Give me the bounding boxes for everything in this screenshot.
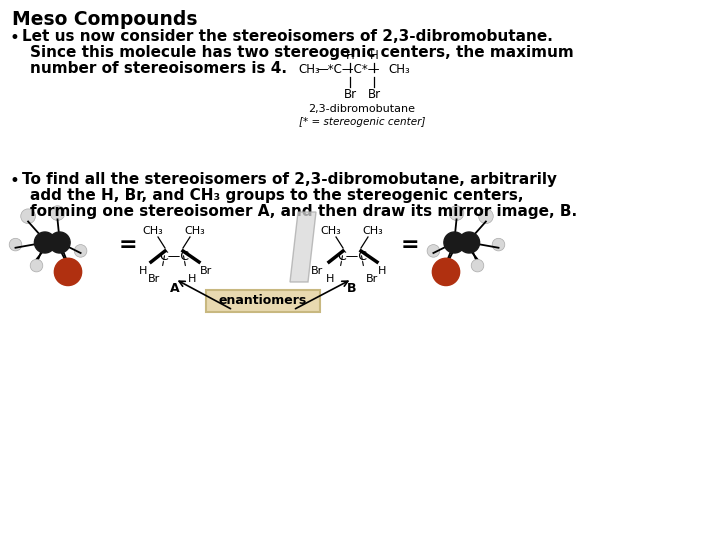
Text: Br: Br (343, 88, 356, 101)
Circle shape (9, 238, 22, 251)
Circle shape (35, 232, 55, 253)
Circle shape (50, 206, 65, 220)
Text: Br: Br (200, 266, 212, 276)
Circle shape (427, 245, 440, 257)
Text: Br: Br (148, 274, 161, 284)
Circle shape (459, 232, 480, 253)
Text: A: A (170, 282, 180, 295)
Circle shape (471, 259, 484, 272)
Text: C—C: C—C (159, 250, 189, 263)
Text: H: H (188, 274, 197, 284)
Text: H: H (326, 274, 334, 284)
Circle shape (54, 258, 81, 286)
Text: CH₃: CH₃ (298, 63, 320, 76)
Text: H: H (378, 266, 387, 276)
Text: To find all the stereoisomers of 2,3-dibromobutane, arbitrarily: To find all the stereoisomers of 2,3-dib… (22, 172, 557, 187)
Text: CH₃: CH₃ (320, 226, 341, 236)
Circle shape (492, 238, 505, 251)
Text: CH₃: CH₃ (184, 226, 205, 236)
Text: CH₃: CH₃ (143, 226, 163, 236)
Circle shape (479, 209, 493, 224)
Text: B: B (347, 282, 356, 295)
Text: =: = (401, 235, 419, 255)
Text: Meso Compounds: Meso Compounds (12, 10, 197, 29)
Text: add the H, Br, and CH₃ groups to the stereogenic centers,: add the H, Br, and CH₃ groups to the ste… (30, 188, 523, 203)
Text: enantiomers: enantiomers (219, 294, 307, 307)
Text: Br: Br (367, 88, 381, 101)
Text: CH₃: CH₃ (363, 226, 383, 236)
Text: •: • (10, 172, 20, 190)
Circle shape (49, 232, 70, 253)
Text: Br: Br (311, 266, 323, 276)
Text: H: H (139, 266, 147, 276)
FancyBboxPatch shape (206, 290, 320, 312)
Polygon shape (290, 212, 316, 282)
Circle shape (74, 245, 87, 257)
Circle shape (449, 206, 464, 220)
Circle shape (30, 259, 42, 272)
Text: 2,3-dibromobutane: 2,3-dibromobutane (308, 104, 415, 114)
Text: =: = (119, 235, 138, 255)
Text: Since this molecule has two stereogenic centers, the maximum: Since this molecule has two stereogenic … (30, 45, 574, 60)
Text: [* = stereogenic center]: [* = stereogenic center] (299, 117, 426, 127)
Text: H: H (346, 49, 354, 62)
Text: H: H (369, 49, 379, 62)
Circle shape (432, 258, 459, 286)
Circle shape (21, 209, 35, 224)
Text: number of stereoisomers is 4.: number of stereoisomers is 4. (30, 61, 287, 76)
Circle shape (444, 232, 465, 253)
Text: CH₃: CH₃ (388, 63, 410, 76)
Text: forming one stereoisomer A, and then draw its mirror image, B.: forming one stereoisomer A, and then dra… (30, 204, 577, 219)
Text: Br: Br (366, 274, 378, 284)
Text: —*C—C*—: —*C—C*— (316, 63, 379, 76)
Text: Let us now consider the stereoisomers of 2,3-dibromobutane.: Let us now consider the stereoisomers of… (22, 29, 553, 44)
Text: C—C: C—C (337, 250, 367, 263)
Text: •: • (10, 29, 20, 47)
